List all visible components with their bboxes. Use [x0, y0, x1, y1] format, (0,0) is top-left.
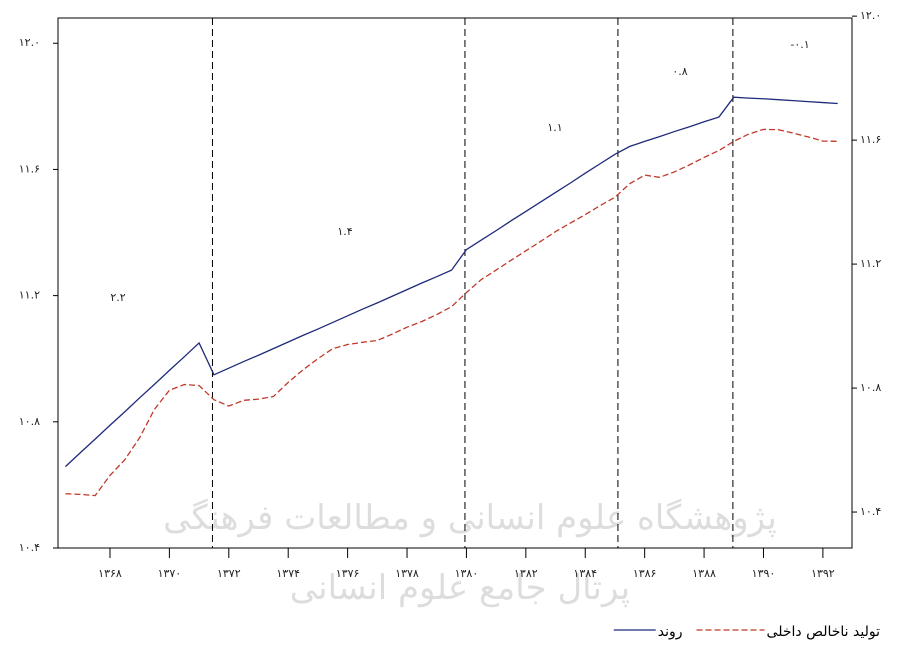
y-tick-label: ۱۰.۴ — [19, 541, 40, 554]
x-tick-label: ۱۳۸۸ — [692, 567, 716, 580]
x-tick-label: ۱۳۷۸ — [395, 567, 419, 580]
annotation: ۱.۴ — [337, 225, 352, 238]
y-tick-label: ۱۰.۸ — [19, 415, 40, 428]
x-tick-label: ۱۳۸۴ — [573, 567, 597, 580]
x-tick-label: ۱۳۹۲ — [811, 567, 835, 580]
x-tick-label: ۱۳۸۲ — [514, 567, 538, 580]
x-tick-label: ۱۳۷۰ — [158, 567, 182, 580]
y2-tick-label: ۱۱.۶ — [860, 133, 881, 146]
series-line — [65, 129, 837, 495]
x-tick-label: ۱۳۹۰ — [752, 567, 776, 580]
y2-tick-label: ۱۰.۴ — [860, 505, 881, 518]
watermark: پژوهشگاه علوم انسانی و مطالعات فرهنگی — [163, 498, 777, 538]
y2-tick-label: ۱۰.۸ — [860, 381, 881, 394]
x-tick-label: ۱۳۷۶ — [336, 567, 360, 580]
x-tick-label: ۱۳۶۸ — [98, 567, 122, 580]
series-line — [65, 97, 837, 466]
x-tick-label: ۱۳۷۲ — [217, 567, 241, 580]
annotation: -۰.۱ — [790, 38, 809, 51]
annotation: ۲.۲ — [110, 291, 125, 304]
y2-tick-label: ۱۱.۲ — [860, 257, 881, 270]
y2-tick-label: ۱۲.۰ — [860, 9, 881, 22]
legend-label: روند — [658, 624, 683, 640]
y-tick-label: ۱۱.۶ — [19, 162, 40, 175]
x-tick-label: ۱۳۷۴ — [276, 567, 300, 580]
x-tick-label: ۱۳۸۰ — [455, 567, 479, 580]
annotation: ۰.۸ — [672, 65, 687, 78]
y-tick-label: ۱۱.۲ — [19, 289, 40, 302]
y-tick-label: ۱۲.۰ — [19, 36, 40, 49]
chart: پژوهشگاه علوم انسانی و مطالعات فرهنگی پر… — [0, 0, 904, 645]
x-tick-label: ۱۳۸۶ — [633, 567, 657, 580]
annotation: ۱.۱ — [547, 121, 562, 134]
legend-label: تولید ناخالص داخلی — [767, 624, 881, 640]
